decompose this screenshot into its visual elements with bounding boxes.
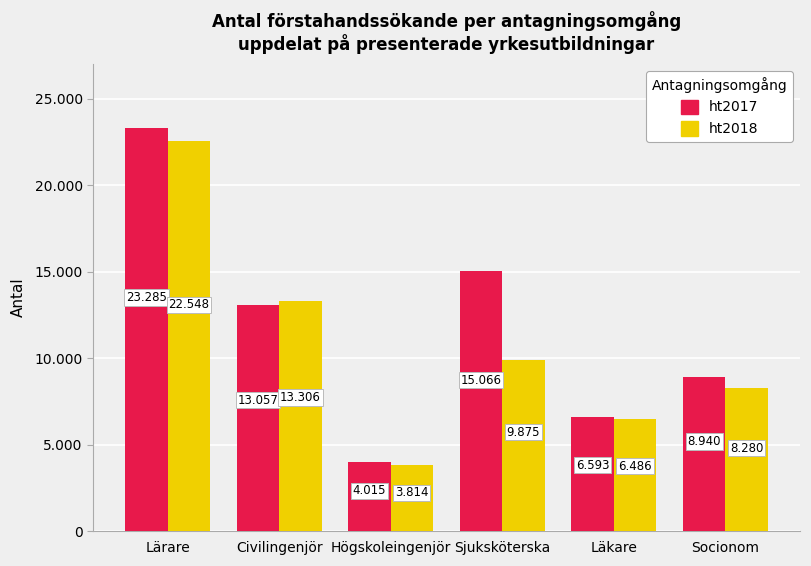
Bar [391, 465, 433, 531]
Bar [460, 271, 502, 531]
Bar [725, 388, 768, 531]
Legend: ht2017, ht2018: ht2017, ht2018 [646, 71, 793, 142]
Bar [279, 301, 322, 531]
Bar [237, 305, 279, 531]
Y-axis label: Antal: Antal [11, 278, 26, 318]
Text: 9.875: 9.875 [507, 426, 540, 439]
Text: 13.306: 13.306 [280, 391, 321, 404]
Text: 4.015: 4.015 [353, 484, 386, 498]
Bar [168, 141, 210, 531]
Text: 8.940: 8.940 [688, 435, 721, 448]
Text: 6.593: 6.593 [576, 458, 609, 471]
Bar [349, 462, 391, 531]
Bar [683, 376, 725, 531]
Text: 22.548: 22.548 [169, 298, 209, 311]
Text: 15.066: 15.066 [461, 374, 501, 387]
Text: 3.814: 3.814 [395, 486, 429, 499]
Bar [502, 361, 545, 531]
Bar [572, 417, 614, 531]
Text: 23.285: 23.285 [126, 291, 167, 304]
Text: 8.280: 8.280 [730, 441, 763, 454]
Title: Antal förstahandssökande per antagningsomgång
uppdelat på presenterade yrkesutbi: Antal förstahandssökande per antagningso… [212, 11, 681, 54]
Bar [125, 128, 168, 531]
Bar [614, 419, 656, 531]
Text: 6.486: 6.486 [618, 460, 652, 473]
Text: 13.057: 13.057 [238, 394, 278, 407]
